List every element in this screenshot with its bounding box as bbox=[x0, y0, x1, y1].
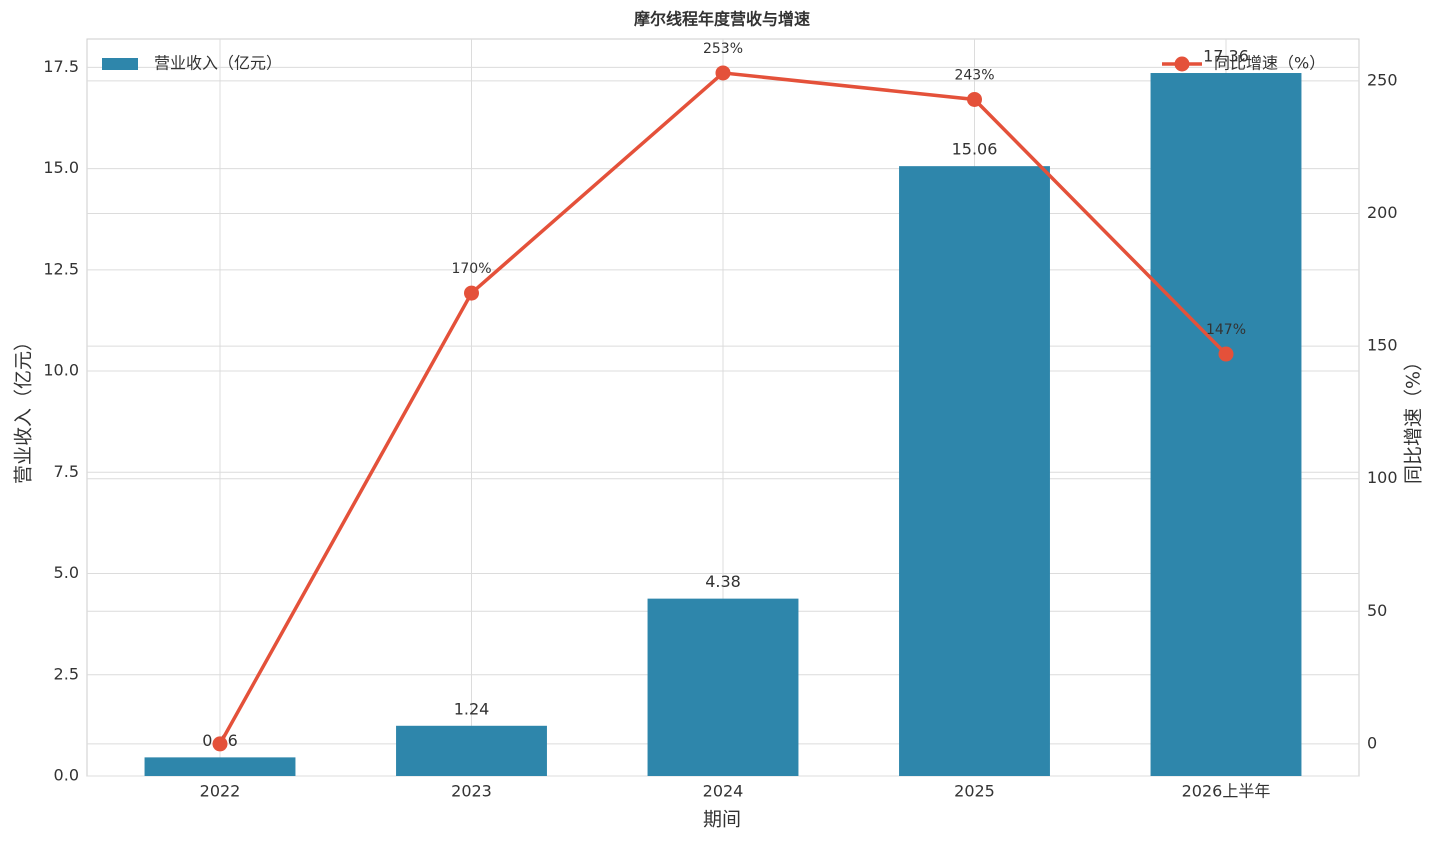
line-value-label: 243% bbox=[954, 67, 994, 83]
y-tick-label: 7.5 bbox=[54, 462, 79, 481]
y2-tick-label: 50 bbox=[1367, 601, 1387, 620]
line-point bbox=[1218, 346, 1234, 362]
legend-swatch bbox=[1174, 56, 1190, 72]
y-tick-label: 12.5 bbox=[43, 259, 79, 278]
legend-label: 同比增速（%） bbox=[1214, 54, 1325, 73]
y-tick-label: 2.5 bbox=[54, 664, 79, 683]
y-tick-label: 0.0 bbox=[54, 766, 79, 785]
bar bbox=[396, 725, 547, 776]
y2-tick-label: 250 bbox=[1367, 70, 1398, 89]
bar bbox=[1150, 73, 1302, 776]
line-value-label: 170% bbox=[451, 261, 491, 277]
bar bbox=[144, 757, 296, 776]
line-point bbox=[464, 285, 479, 301]
bar-value-label: 15.06 bbox=[952, 140, 998, 159]
y-tick-label: 10.0 bbox=[43, 361, 79, 380]
y-tick-label: 15.0 bbox=[43, 158, 79, 177]
bar-value-label: 17.36 bbox=[1203, 47, 1249, 66]
x-tick-label: 2026上半年 bbox=[1182, 782, 1271, 801]
y-tick-label: 17.5 bbox=[43, 57, 79, 76]
bar-value-label: 1.24 bbox=[454, 699, 490, 718]
line-value-label: 253% bbox=[703, 41, 743, 57]
line-point bbox=[715, 65, 731, 81]
y2-tick-label: 150 bbox=[1367, 336, 1398, 355]
chart-title: 摩尔线程年度营收与增速 bbox=[634, 10, 810, 29]
legend-swatch bbox=[102, 58, 138, 70]
y2-tick-label: 200 bbox=[1367, 203, 1398, 222]
line-point bbox=[212, 736, 228, 752]
bar bbox=[647, 598, 799, 776]
line-point bbox=[967, 91, 982, 107]
y-axis-label: 营业收入（亿元） bbox=[13, 332, 35, 484]
legend-label: 营业收入（亿元） bbox=[154, 54, 282, 73]
x-tick-label: 2023 bbox=[451, 782, 492, 801]
y2-tick-label: 100 bbox=[1367, 468, 1398, 487]
x-tick-label: 2024 bbox=[703, 782, 744, 801]
x-tick-label: 2022 bbox=[200, 782, 241, 801]
line-value-label: 147% bbox=[1206, 322, 1246, 338]
y2-axis-label: 同比增速（%） bbox=[1403, 352, 1425, 484]
y2-tick-label: 0 bbox=[1367, 733, 1377, 752]
x-tick-label: 2025 bbox=[954, 782, 995, 801]
bar-value-label: 4.38 bbox=[705, 572, 741, 591]
y-tick-label: 5.0 bbox=[54, 563, 79, 582]
x-axis-label: 期间 bbox=[703, 809, 741, 831]
bar bbox=[899, 166, 1050, 777]
